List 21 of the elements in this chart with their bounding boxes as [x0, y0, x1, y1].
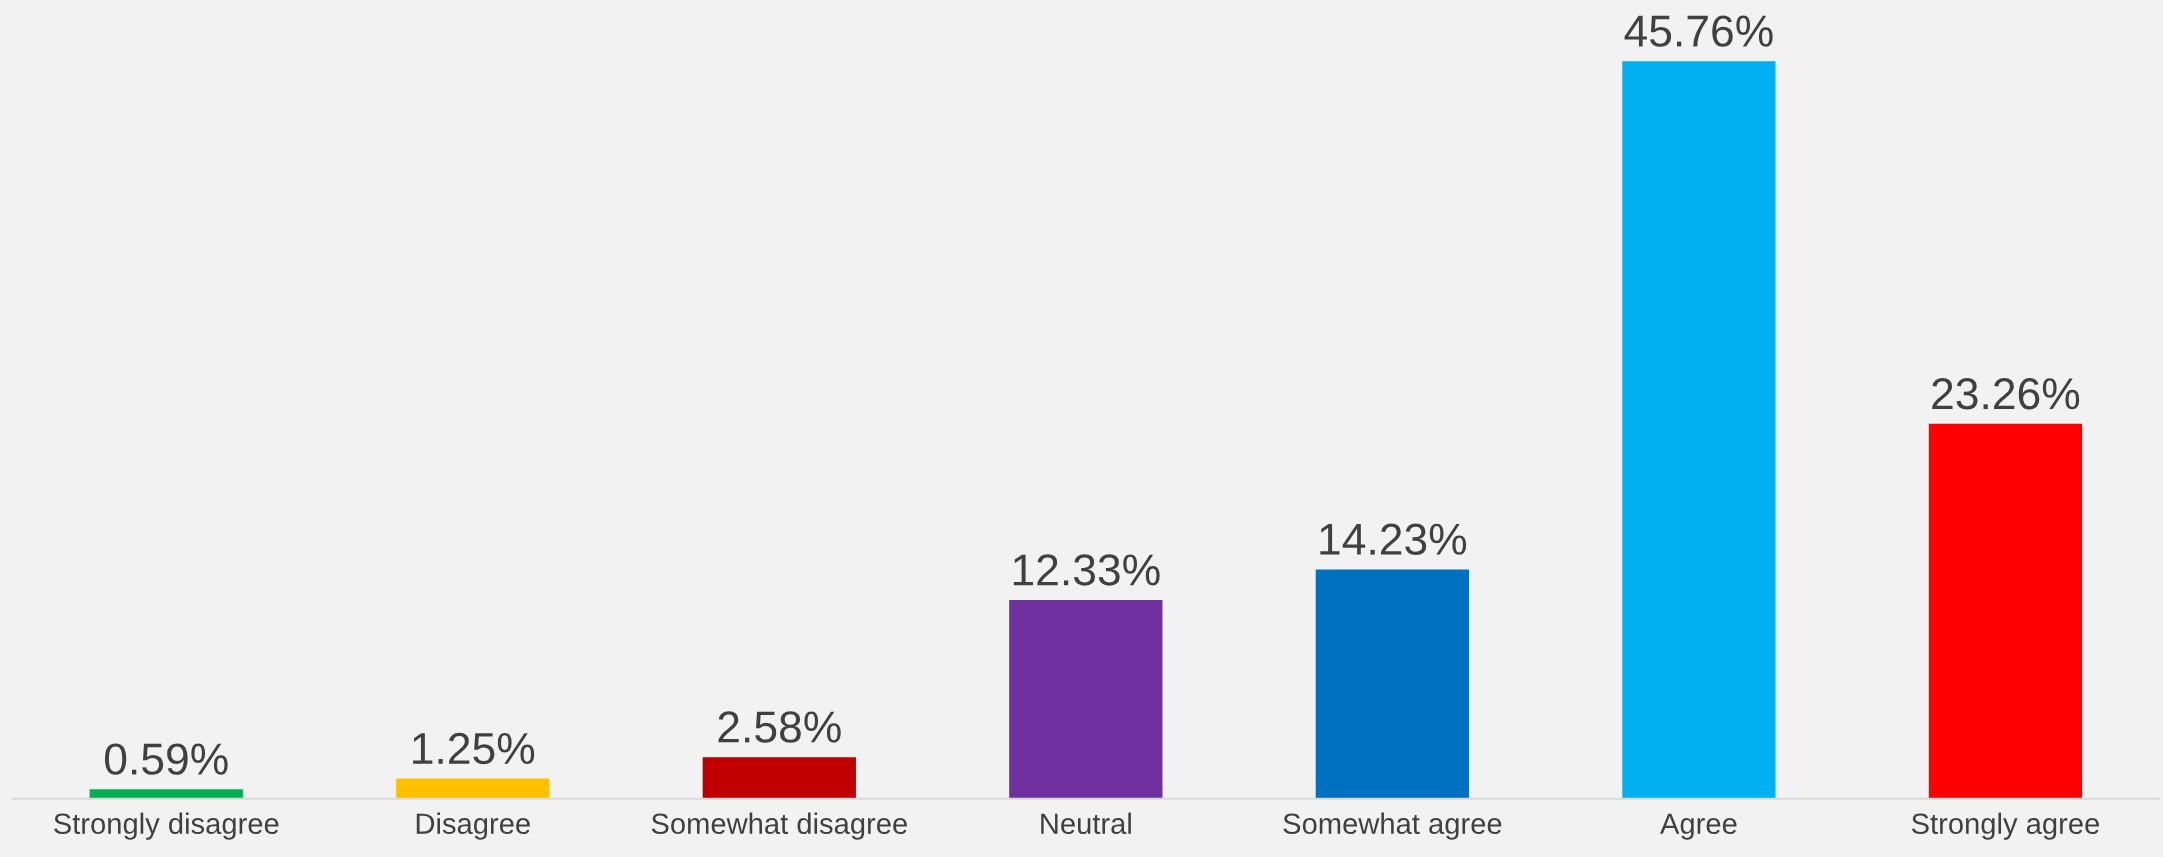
data-label: 0.59% — [104, 743, 228, 775]
x-tick-label: Somewhat disagree — [651, 812, 907, 840]
data-label: 23.26% — [1932, 378, 2080, 410]
bar — [1315, 569, 1469, 799]
bar — [702, 757, 856, 799]
x-tick-label: Neutral — [1041, 812, 1131, 835]
bar — [1622, 61, 1776, 799]
bar — [1928, 423, 2083, 799]
data-label: 1.25% — [413, 732, 535, 765]
x-tick-label: Agree — [1660, 813, 1737, 840]
data-label: 12.33% — [1013, 554, 1160, 586]
data-label: 2.58% — [718, 711, 841, 743]
bar — [89, 789, 243, 799]
data-label: 14.23% — [1320, 523, 1467, 556]
x-tick-label: Strongly disagree — [54, 812, 279, 840]
x-tick-label: Strongly agree — [1911, 812, 2099, 840]
bar — [396, 778, 550, 799]
x-tick-label: Somewhat agree — [1283, 812, 1502, 840]
bar — [1009, 600, 1163, 799]
data-label: 45.76% — [1624, 15, 1773, 47]
x-tick-label: Disagree — [416, 812, 530, 840]
